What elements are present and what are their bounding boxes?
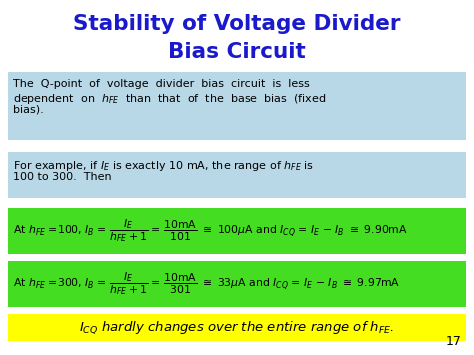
Text: bias).: bias).: [13, 105, 44, 115]
FancyBboxPatch shape: [8, 208, 466, 254]
Text: 17: 17: [446, 335, 462, 348]
Text: Stability of Voltage Divider: Stability of Voltage Divider: [73, 14, 401, 34]
Text: Bias Circuit: Bias Circuit: [168, 42, 306, 62]
FancyBboxPatch shape: [8, 152, 466, 198]
Text: For example, if $I_E$ is exactly 10 mA, the range of $h_{FE}$ is: For example, if $I_E$ is exactly 10 mA, …: [13, 159, 314, 173]
Text: At $h_{FE}$ =300, $I_B$ = $\dfrac{I_E}{h_{FE}+1}$ = $\dfrac{\mathrm{10mA}}{301}$: At $h_{FE}$ =300, $I_B$ = $\dfrac{I_E}{h…: [13, 271, 400, 297]
FancyBboxPatch shape: [8, 261, 466, 307]
Text: dependent  on  $h_{FE}$  than  that  of  the  base  bias  (fixed: dependent on $h_{FE}$ than that of the b…: [13, 92, 327, 106]
FancyBboxPatch shape: [8, 314, 466, 341]
FancyBboxPatch shape: [8, 72, 466, 140]
Text: $I_{CQ}$ hardly changes over the entire range of $h_{FE}$.: $I_{CQ}$ hardly changes over the entire …: [79, 319, 395, 336]
Text: 100 to 300.  Then: 100 to 300. Then: [13, 172, 111, 182]
Text: At $h_{FE}$ =100, $I_B$ = $\dfrac{I_E}{h_{FE}+1}$ = $\dfrac{\mathrm{10mA}}{101}$: At $h_{FE}$ =100, $I_B$ = $\dfrac{I_E}{h…: [13, 218, 408, 245]
Text: The  Q-point  of  voltage  divider  bias  circuit  is  less: The Q-point of voltage divider bias circ…: [13, 79, 310, 89]
